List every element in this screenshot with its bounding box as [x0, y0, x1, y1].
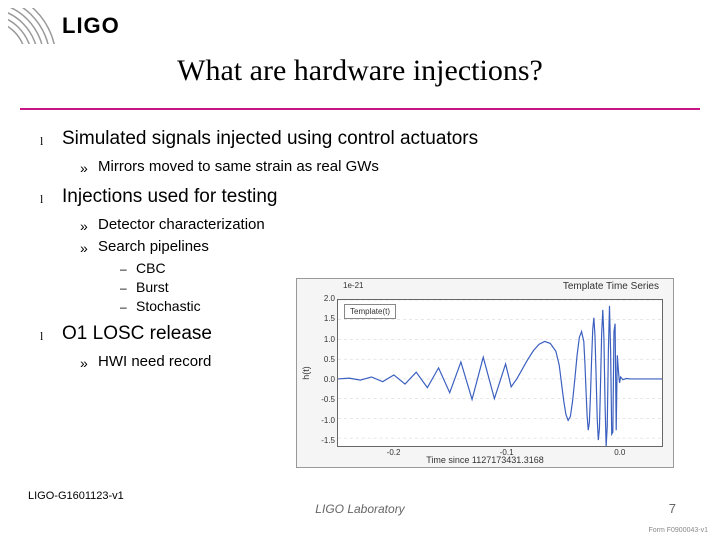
- chart-ytick: 2.0: [311, 294, 335, 303]
- chart-xtick: -0.2: [387, 448, 401, 457]
- title-divider: [20, 108, 700, 110]
- logo-text: LIGO: [62, 13, 120, 39]
- sub-bullet-marker-icon: »: [80, 158, 98, 178]
- footer-page-number: 7: [669, 501, 676, 516]
- chart-ytick: 1.0: [311, 335, 335, 344]
- chart-scale-label: 1e-21: [343, 281, 363, 290]
- chart-ytick: -0.5: [311, 395, 335, 404]
- subsub-bullet-marker-icon: –: [120, 260, 136, 278]
- footer-lab: LIGO Laboratory: [315, 502, 404, 516]
- subsub-bullet-text: CBC: [136, 260, 166, 276]
- chart-waveform-icon: [338, 300, 662, 446]
- chart-xlabel: Time since 1127173431.3168: [426, 455, 544, 465]
- subsub-bullet-text: Stochastic: [136, 298, 201, 314]
- slide-title: What are hardware injections?: [0, 54, 720, 88]
- footer-form-id: Form F0900043-v1: [648, 527, 708, 534]
- bullet-marker-icon: l: [40, 323, 62, 349]
- sub-bullet-marker-icon: »: [80, 216, 98, 236]
- chart-ylabel: h(t): [301, 366, 311, 380]
- sub-bullet-text: Detector characterization: [98, 216, 265, 233]
- bullet-text: Simulated signals injected using control…: [62, 128, 478, 150]
- chart-ytick: 1.5: [311, 314, 335, 323]
- footer-doc-id: LIGO-G1601123-v1: [28, 490, 124, 502]
- sub-bullet-text: Search pipelines: [98, 238, 209, 255]
- chart-xtick: -0.1: [500, 448, 514, 457]
- subsub-bullet-text: Burst: [136, 279, 169, 295]
- sub-bullet-marker-icon: »: [80, 238, 98, 258]
- logo-arcs-icon: [8, 8, 58, 44]
- chart-xtick: 0.0: [614, 448, 625, 457]
- logo: LIGO: [8, 8, 120, 44]
- template-time-series-chart: Template Time Series 1e-21 h(t) Time sin…: [296, 278, 674, 468]
- bullet-item: l Simulated signals injected using contr…: [40, 128, 700, 154]
- sub-bullet-item: » Detector characterization: [80, 216, 700, 236]
- subsub-bullet-marker-icon: –: [120, 279, 136, 297]
- subsub-bullet-item: – CBC: [120, 260, 700, 278]
- sub-bullet-item: » Mirrors moved to same strain as real G…: [80, 158, 700, 178]
- bullet-item: l Injections used for testing: [40, 186, 700, 212]
- chart-plot-area: Template(t): [337, 299, 663, 447]
- sub-bullet-item: » Search pipelines: [80, 238, 700, 258]
- bullet-marker-icon: l: [40, 128, 62, 154]
- chart-legend: Template(t): [344, 304, 396, 319]
- bullet-text: O1 LOSC release: [62, 323, 212, 345]
- sub-bullet-marker-icon: »: [80, 353, 98, 373]
- subsub-bullet-marker-icon: –: [120, 298, 136, 316]
- chart-ytick: -1.0: [311, 416, 335, 425]
- sub-bullet-text: HWI need record: [98, 353, 211, 370]
- sub-bullet-text: Mirrors moved to same strain as real GWs: [98, 158, 379, 175]
- chart-ytick: -1.5: [311, 436, 335, 445]
- bullet-marker-icon: l: [40, 186, 62, 212]
- bullet-text: Injections used for testing: [62, 186, 277, 208]
- chart-ytick: 0.0: [311, 375, 335, 384]
- chart-ytick: 0.5: [311, 355, 335, 364]
- chart-title: Template Time Series: [563, 281, 659, 292]
